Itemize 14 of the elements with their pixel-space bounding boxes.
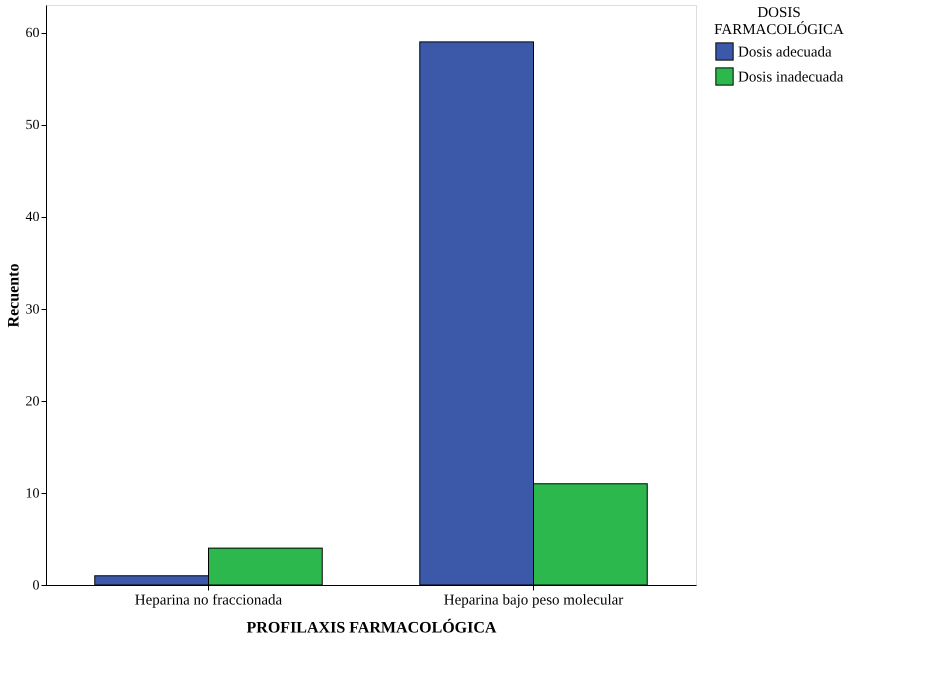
x-axis-title: PROFILAXIS FARMACOLÓGICA: [246, 618, 497, 636]
legend-label: Dosis inadecuada: [738, 70, 844, 86]
y-tick-label: 30: [26, 302, 40, 318]
x-tick-label: Heparina bajo peso molecular: [444, 592, 624, 608]
y-tick-label: 50: [26, 118, 40, 134]
x-tick-label: Heparina no fraccionada: [134, 592, 283, 608]
y-tick-label: 40: [26, 210, 40, 226]
y-tick-label: 20: [26, 394, 40, 410]
legend-label: Dosis adecuada: [738, 44, 832, 60]
y-tick-label: 0: [32, 578, 40, 594]
legend-title: DOSIS FARMACOLÓGICA: [714, 5, 844, 38]
y-axis-title: Recuento: [6, 264, 22, 328]
y-tick-label: 10: [26, 486, 40, 502]
y-tick-label: 60: [26, 26, 40, 42]
